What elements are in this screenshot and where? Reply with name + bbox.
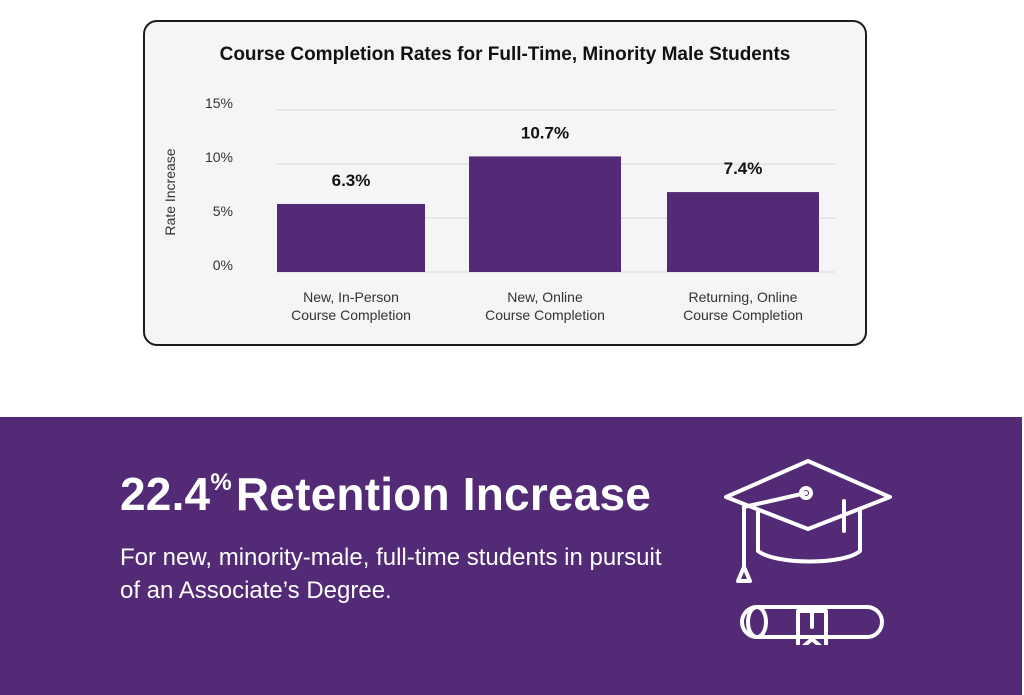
bar (667, 192, 819, 272)
x-tick-label: Course Completion (291, 307, 411, 323)
chart-title: Course Completion Rates for Full-Time, M… (219, 44, 791, 65)
retention-value: 22.4 (120, 468, 211, 520)
bar (277, 203, 425, 272)
retention-label: Retention Increase (235, 468, 652, 520)
bar-chart: 15% 10% 5% 0% Rate Increase 6.3% New, In-Perso… (162, 95, 835, 323)
y-tick-label: 15% (205, 95, 233, 111)
graduation-cap-diploma-icon (724, 459, 892, 645)
y-tick-label: 10% (205, 149, 233, 165)
retention-banner: 22.4%Retention Increase For new, minorit… (0, 417, 1022, 695)
y-tick-label: 5% (213, 203, 233, 219)
y-axis-label: Rate Increase (162, 148, 178, 235)
data-label: 7.4% (724, 159, 763, 178)
x-tick-label: Course Completion (485, 307, 605, 323)
data-label: 10.7% (521, 123, 569, 142)
x-tick-label: Returning, Online (689, 289, 798, 305)
retention-unit: % (210, 469, 232, 496)
bar (469, 156, 621, 272)
x-tick-label: New, Online (507, 289, 583, 305)
y-tick-label: 0% (213, 257, 233, 273)
chart-card: Course Completion Rates for Full-Time, M… (143, 20, 867, 346)
x-tick-label: New, In-Person (303, 289, 399, 305)
x-tick-label: Course Completion (683, 307, 803, 323)
retention-headline: 22.4%Retention Increase (120, 467, 651, 521)
data-label: 6.3% (332, 171, 371, 190)
retention-description: For new, minority-male, full-time studen… (120, 544, 662, 604)
